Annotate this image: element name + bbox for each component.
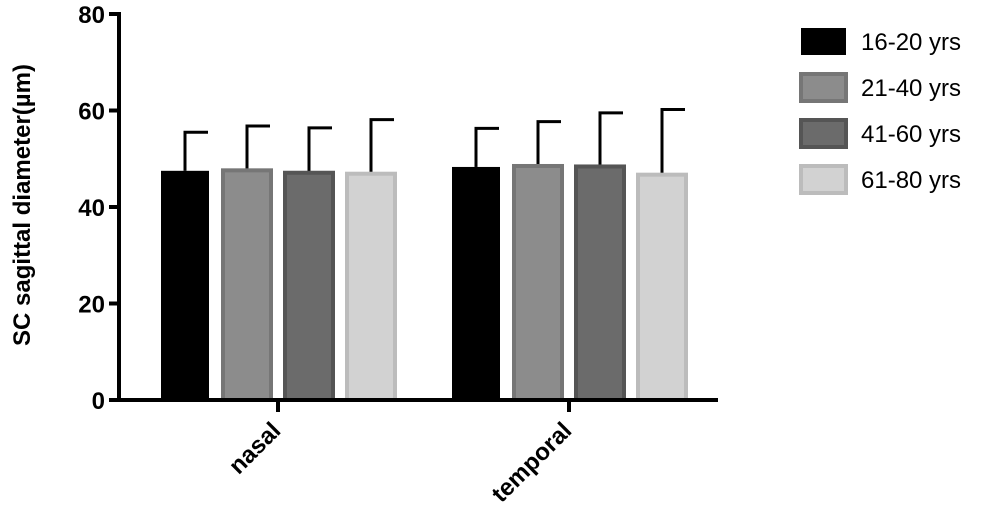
x-tick-label: temporal — [486, 417, 577, 508]
y-tick-label: 40 — [78, 195, 105, 222]
y-tick-label: 80 — [78, 2, 105, 29]
bars-layer — [161, 108, 688, 402]
x-tick-label: nasal — [224, 417, 286, 479]
y-tick-label: 60 — [78, 99, 105, 126]
y-tick-label: 20 — [78, 292, 105, 319]
legend: 16-20 yrs 21-40 yrs 41-60 yrs 61-80 yrs — [799, 28, 961, 195]
bar — [636, 172, 688, 402]
legend-swatch — [799, 72, 848, 103]
legend-label: 41-60 yrs — [861, 121, 961, 148]
legend-label: 16-20 yrs — [861, 29, 961, 56]
bar — [452, 166, 500, 400]
bar — [283, 170, 335, 402]
bar — [161, 170, 209, 400]
legend-swatch — [801, 28, 846, 55]
y-axis-label: SC sagittal diameter(µm) — [9, 64, 36, 346]
bar — [345, 171, 397, 402]
legend-label: 61-80 yrs — [861, 167, 961, 194]
legend-swatch — [799, 118, 848, 149]
y-tick-label: 0 — [92, 388, 105, 415]
bar — [574, 164, 626, 402]
bar — [512, 163, 564, 402]
bar — [221, 168, 273, 402]
legend-swatch — [799, 164, 848, 195]
legend-label: 21-40 yrs — [861, 75, 961, 102]
